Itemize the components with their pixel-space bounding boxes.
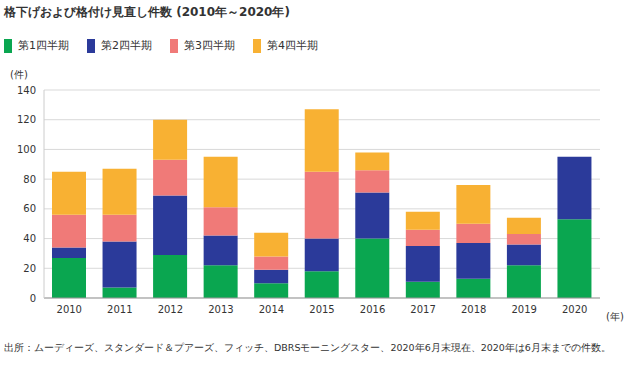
html-text:第1四半期: 第1四半期 xyxy=(18,39,69,52)
svg-text:20: 20 xyxy=(23,263,36,274)
html-text:格下げおよび格付け見直し件数 (2010年～2020年): 格下げおよび格付け見直し件数 (2010年～2020年) xyxy=(4,5,290,19)
svg-text:2020: 2020 xyxy=(562,304,587,315)
svg-text:100: 100 xyxy=(17,144,36,155)
svg-text:2013: 2013 xyxy=(208,304,233,315)
svg-text:2012: 2012 xyxy=(158,304,183,315)
svg-text:2015: 2015 xyxy=(309,304,334,315)
html-text:第3四半期: 第3四半期 xyxy=(184,39,235,52)
svg-text:2011: 2011 xyxy=(107,304,132,315)
svg-text:2014: 2014 xyxy=(259,304,284,315)
svg-text:2017: 2017 xyxy=(410,304,435,315)
svg-text:60: 60 xyxy=(23,203,36,214)
svg-text:2016: 2016 xyxy=(360,304,385,315)
svg-text:40: 40 xyxy=(23,233,36,244)
svg-text:2018: 2018 xyxy=(461,304,486,315)
html-text:(件): (件) xyxy=(10,69,28,80)
html-text:出所：ムーディーズ、スタンダード＆プアーズ、フィッチ、DBR: 出所：ムーディーズ、スタンダード＆プアーズ、フィッチ、DBRSモーニングスター、… xyxy=(4,342,611,353)
html-text:(年): (年) xyxy=(606,311,624,322)
svg-text:2010: 2010 xyxy=(57,304,82,315)
html-text:第2四半期: 第2四半期 xyxy=(101,39,152,52)
svg-text:120: 120 xyxy=(17,114,36,125)
svg-text:0: 0 xyxy=(30,293,36,304)
svg-text:2019: 2019 xyxy=(511,304,536,315)
svg-text:80: 80 xyxy=(23,174,36,185)
html-text:第4四半期: 第4四半期 xyxy=(267,39,318,52)
svg-text:140: 140 xyxy=(17,85,36,96)
